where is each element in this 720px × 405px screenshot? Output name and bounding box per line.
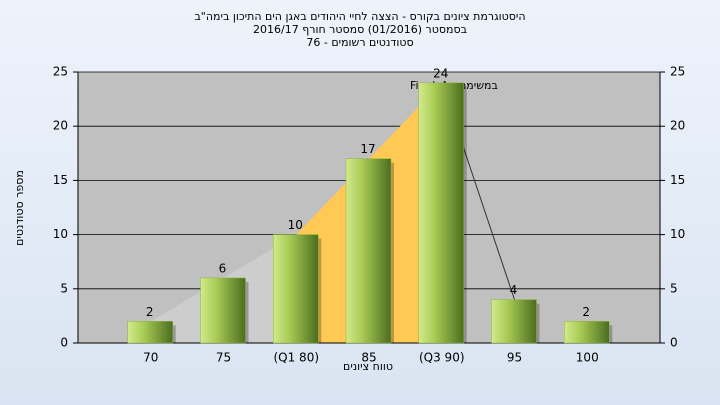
y-tick-label: 25: [53, 65, 68, 79]
value-label: 24: [433, 66, 448, 80]
bar: [564, 321, 610, 344]
y-tick-label: 10: [53, 227, 68, 241]
chart-subtitle: סטודנטים רשומים - 76: [306, 36, 413, 49]
x-tick-label: (Q3 90): [419, 351, 465, 365]
bar: [418, 82, 464, 344]
value-label: 6: [219, 261, 227, 275]
x-tick-label: 85: [361, 351, 376, 365]
y2-tick-label: 20: [670, 119, 685, 133]
value-label: 17: [360, 142, 375, 156]
x-tick-label: 100: [576, 351, 599, 365]
value-label: 2: [146, 305, 154, 319]
bar: [345, 158, 392, 344]
chart-subtitle: בסמסטר (01/2016) סמסטר חורף 2016/17: [253, 23, 467, 36]
x-axis-label: טווח ציונים: [343, 360, 393, 373]
bar: [491, 299, 537, 344]
y2-tick-label: 25: [670, 65, 685, 79]
bar: [200, 277, 246, 344]
bar: [127, 321, 173, 344]
y-axis-label: מספר סטודנטים: [13, 170, 26, 246]
y-tick-label: 20: [53, 119, 68, 133]
x-tick-label: 75: [216, 351, 231, 365]
value-label: 10: [288, 218, 303, 232]
y-tick-label: 5: [60, 281, 68, 295]
y-tick-label: 0: [60, 336, 68, 350]
y2-tick-label: 0: [670, 336, 678, 350]
x-tick-label: (Q1 80): [273, 351, 319, 365]
bar: [273, 234, 319, 344]
y2-tick-label: 15: [670, 173, 685, 187]
chart-title: היסטוגרמת ציונים בקורס - הצצה לחיי היהוד…: [194, 10, 525, 23]
value-label: 2: [582, 305, 590, 319]
y-tick-label: 15: [53, 173, 68, 187]
x-tick-label: 95: [507, 351, 522, 365]
y2-tick-label: 10: [670, 227, 685, 241]
x-tick-label: 70: [143, 351, 158, 365]
value-label: 4: [510, 283, 518, 297]
y2-tick-label: 5: [670, 281, 678, 295]
